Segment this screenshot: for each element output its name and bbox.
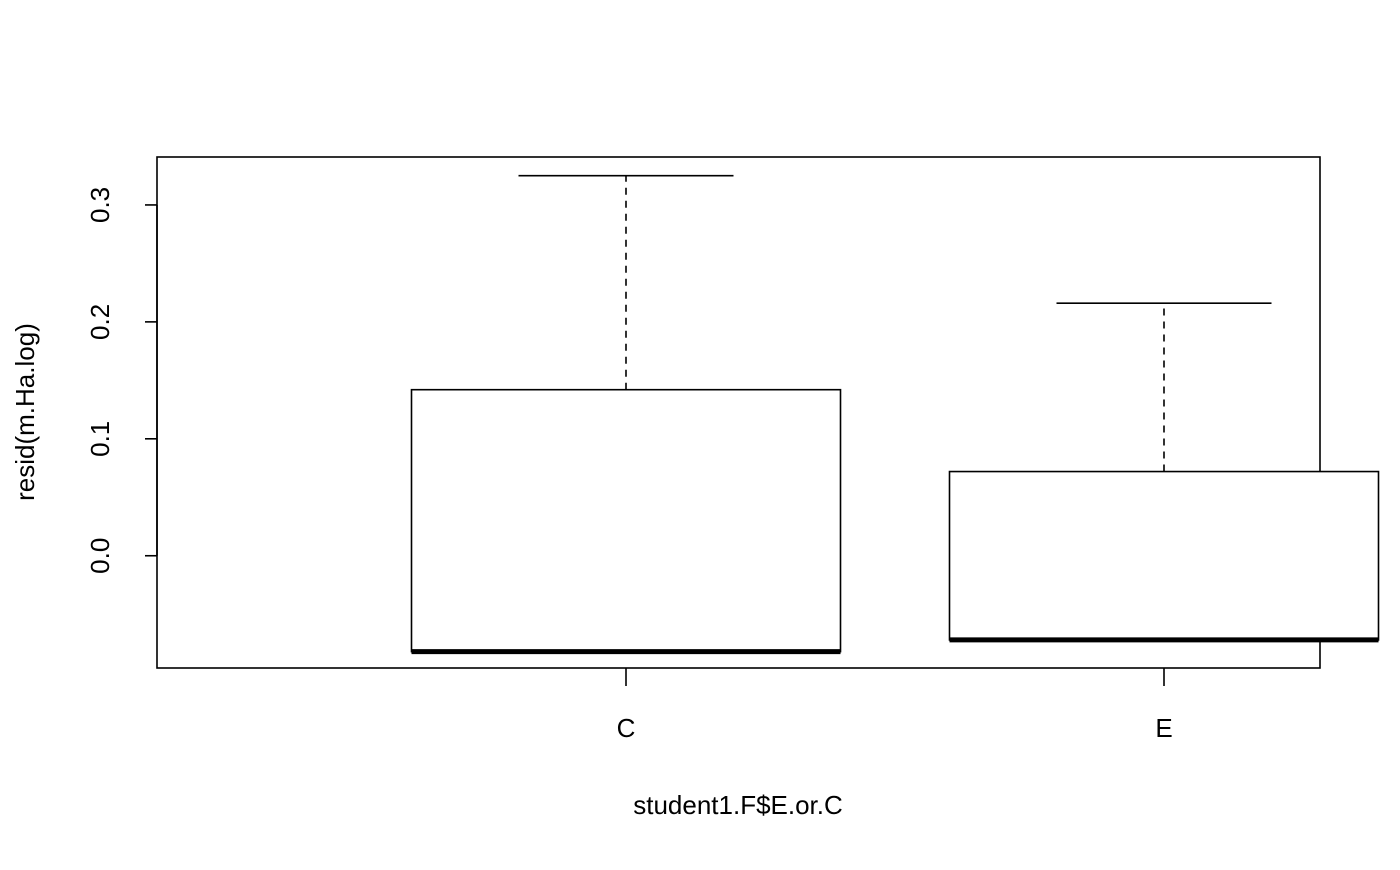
y-axis: 0.0 0.1 0.2 0.3 xyxy=(85,187,158,574)
box-C xyxy=(410,174,842,655)
box-body xyxy=(948,470,1380,641)
boxes xyxy=(410,174,1380,655)
y-tick-label: 0.2 xyxy=(85,304,115,340)
y-tick-label: 0.3 xyxy=(85,187,115,223)
x-tick-label: C xyxy=(617,713,636,743)
box-E xyxy=(948,302,1380,643)
y-tick-label: 0.1 xyxy=(85,421,115,457)
x-tick-label: E xyxy=(1155,713,1172,743)
y-tick-label: 0.0 xyxy=(85,538,115,574)
box-body xyxy=(410,388,842,653)
x-axis-label: student1.F$E.or.C xyxy=(633,790,843,820)
y-axis-label: resid(m.Ha.log) xyxy=(10,323,40,501)
